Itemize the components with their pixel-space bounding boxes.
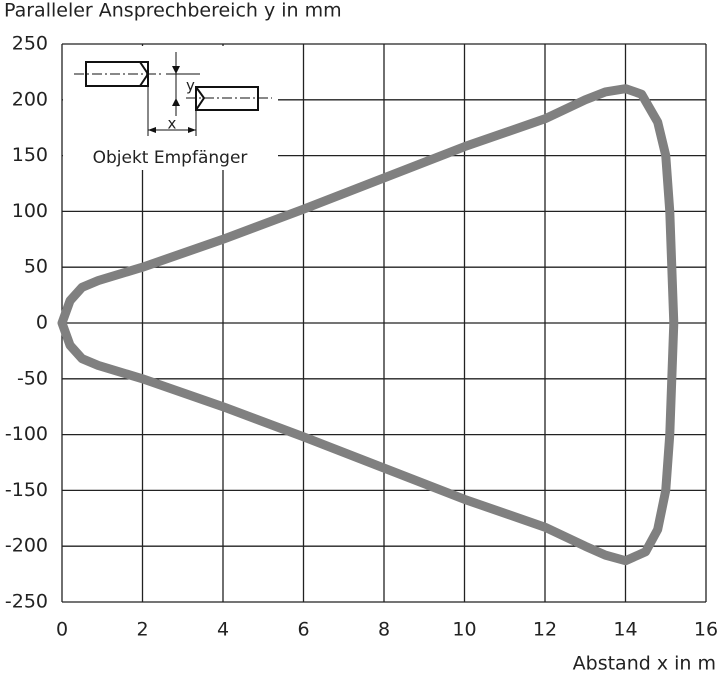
y-axis-title: Paralleler Ansprechbereich y in mm — [4, 0, 342, 22]
inset-diagram: y x Objekt Empfänger — [63, 46, 278, 170]
y-tick-label: 200 — [12, 88, 48, 110]
y-tick-label: -250 — [5, 591, 48, 613]
y-tick-label: 250 — [12, 33, 48, 55]
y-tick-label: -200 — [5, 535, 48, 557]
x-tick-label: 16 — [694, 619, 718, 641]
x-tick-label: 4 — [217, 619, 229, 641]
y-tick-label: 100 — [12, 200, 48, 222]
x-tick-label: 6 — [297, 619, 309, 641]
y-tick-label: -50 — [17, 367, 48, 389]
y-tick-label: -100 — [5, 423, 48, 445]
data-line — [57, 84, 679, 566]
x-tick-label: 2 — [136, 619, 148, 641]
x-tick-label: 10 — [452, 619, 476, 641]
x-axis-title: Abstand x in m — [573, 653, 716, 674]
inset-y-label: y — [186, 77, 195, 95]
x-tick-label: 12 — [533, 619, 557, 641]
y-tick-label: 150 — [12, 144, 48, 166]
x-tick-label: 0 — [56, 619, 68, 641]
grid — [61, 43, 707, 603]
x-tick-label: 14 — [613, 619, 637, 641]
x-tick-label: 8 — [378, 619, 390, 641]
y-tick-label: 0 — [36, 312, 48, 334]
y-tick-label: 50 — [24, 256, 48, 278]
inset-caption: Objekt Empfänger — [93, 148, 248, 168]
y-tick-label: -150 — [5, 479, 48, 501]
inset-x-label: x — [168, 115, 177, 133]
